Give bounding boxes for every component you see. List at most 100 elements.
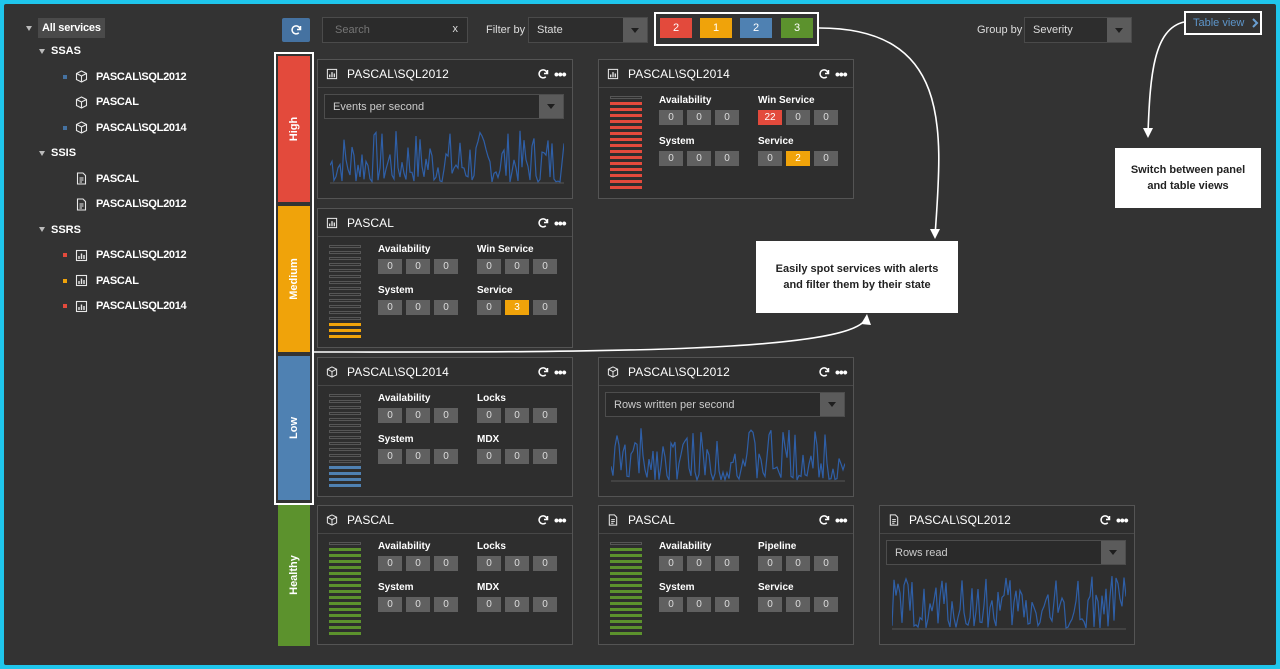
metric-value[interactable]: 0 (533, 259, 557, 274)
metric-value[interactable]: 0 (477, 408, 501, 423)
more-icon[interactable]: ••• (835, 65, 848, 82)
metric-value[interactable]: 0 (814, 110, 838, 125)
group-by-select[interactable]: Severity (1024, 17, 1132, 43)
refresh-icon[interactable] (1099, 514, 1111, 526)
metric-select[interactable]: Rows written per second (605, 392, 845, 417)
more-icon[interactable]: ••• (554, 363, 567, 380)
metric-value[interactable]: 0 (406, 556, 430, 571)
metric-value[interactable]: 0 (434, 408, 458, 423)
metric-value[interactable]: 0 (477, 259, 501, 274)
tree-item[interactable]: PASCAL (63, 92, 139, 112)
tree-item[interactable]: PASCAL (63, 271, 139, 291)
filter-select[interactable]: State (528, 17, 648, 43)
metric-select[interactable]: Rows read (886, 540, 1126, 565)
tree-item[interactable]: PASCAL\SQL2014 (63, 296, 187, 316)
more-icon[interactable]: ••• (554, 511, 567, 528)
metric-value[interactable]: 0 (715, 597, 739, 612)
metric-value[interactable]: 0 (378, 556, 402, 571)
metric-value[interactable]: 0 (434, 597, 458, 612)
refresh-icon[interactable] (537, 514, 549, 526)
metric-value[interactable]: 0 (758, 556, 782, 571)
search-input[interactable] (323, 18, 433, 42)
metric-value[interactable]: 3 (505, 300, 529, 315)
metric-value[interactable]: 0 (687, 110, 711, 125)
clear-search-button[interactable]: x (452, 23, 459, 35)
metric-value[interactable]: 0 (687, 151, 711, 166)
metric-value[interactable]: 0 (814, 151, 838, 166)
metric-value[interactable]: 2 (786, 151, 810, 166)
metric-value[interactable]: 0 (477, 449, 501, 464)
state-count-medium[interactable]: 1 (700, 18, 732, 38)
metric-value[interactable]: 0 (715, 110, 739, 125)
metric-value[interactable]: 0 (406, 449, 430, 464)
metric-value[interactable]: 0 (533, 449, 557, 464)
metric-value[interactable]: 0 (659, 597, 683, 612)
refresh-icon[interactable] (818, 68, 830, 80)
tree-group-ssas[interactable]: SSAS (39, 41, 81, 61)
metric-value[interactable]: 0 (406, 597, 430, 612)
more-icon[interactable]: ••• (554, 65, 567, 82)
metric-value[interactable]: 0 (659, 556, 683, 571)
metric-value[interactable]: 0 (758, 597, 782, 612)
refresh-icon[interactable] (537, 217, 549, 229)
metric-value[interactable]: 0 (477, 300, 501, 315)
metric-value[interactable]: 0 (505, 449, 529, 464)
refresh-icon[interactable] (818, 514, 830, 526)
tree-group-ssrs[interactable]: SSRS (39, 220, 81, 240)
state-count-healthy[interactable]: 3 (781, 18, 813, 38)
metric-value[interactable]: 0 (378, 259, 402, 274)
more-icon[interactable]: ••• (835, 511, 848, 528)
metric-value[interactable]: 0 (434, 449, 458, 464)
metric-value[interactable]: 0 (786, 556, 810, 571)
metric-value[interactable]: 0 (505, 556, 529, 571)
metric-value[interactable]: 0 (378, 597, 402, 612)
metric-value[interactable]: 0 (533, 300, 557, 315)
metric-select[interactable]: Events per second (324, 94, 564, 119)
state-count-low[interactable]: 2 (740, 18, 772, 38)
tree-item[interactable]: PASCAL\SQL2014 (63, 118, 187, 138)
metric-value[interactable]: 0 (378, 449, 402, 464)
metric-value[interactable]: 0 (477, 556, 501, 571)
metric-value[interactable]: 0 (814, 597, 838, 612)
metric-value[interactable]: 0 (786, 597, 810, 612)
metric-value[interactable]: 0 (814, 556, 838, 571)
tree-group-ssis[interactable]: SSIS (39, 143, 76, 163)
tree-root[interactable]: All services (26, 18, 105, 38)
metric-value[interactable]: 0 (533, 597, 557, 612)
metric-value[interactable]: 0 (477, 597, 501, 612)
metric-value[interactable]: 0 (533, 408, 557, 423)
metric-value[interactable]: 0 (378, 408, 402, 423)
tree-item[interactable]: PASCAL\SQL2012 (63, 194, 187, 214)
more-icon[interactable]: ••• (1116, 511, 1129, 528)
metric-value[interactable]: 0 (406, 408, 430, 423)
metric-value[interactable]: 0 (434, 556, 458, 571)
more-icon[interactable]: ••• (835, 363, 848, 380)
metric-value[interactable]: 0 (378, 300, 402, 315)
refresh-icon[interactable] (537, 366, 549, 378)
metric-value[interactable]: 0 (758, 151, 782, 166)
tree-item[interactable]: PASCAL\SQL2012 (63, 245, 187, 265)
metric-value[interactable]: 0 (715, 151, 739, 166)
tree-item[interactable]: PASCAL\SQL2012 (63, 67, 187, 87)
metric-value[interactable]: 0 (406, 259, 430, 274)
metric-value[interactable]: 0 (533, 556, 557, 571)
metric-value[interactable]: 0 (406, 300, 430, 315)
metric-value[interactable]: 22 (758, 110, 782, 125)
table-view-toggle[interactable]: Table view (1184, 11, 1262, 35)
refresh-icon[interactable] (537, 68, 549, 80)
metric-value[interactable]: 0 (505, 597, 529, 612)
refresh-button[interactable] (282, 18, 310, 42)
metric-value[interactable]: 0 (687, 556, 711, 571)
metric-value[interactable]: 0 (659, 110, 683, 125)
more-icon[interactable]: ••• (554, 214, 567, 231)
state-count-high[interactable]: 2 (660, 18, 692, 38)
metric-value[interactable]: 0 (434, 300, 458, 315)
metric-value[interactable]: 0 (434, 259, 458, 274)
metric-value[interactable]: 0 (505, 259, 529, 274)
metric-value[interactable]: 0 (505, 408, 529, 423)
refresh-icon[interactable] (818, 366, 830, 378)
metric-value[interactable]: 0 (687, 597, 711, 612)
tree-item[interactable]: PASCAL (63, 169, 139, 189)
metric-value[interactable]: 0 (786, 110, 810, 125)
metric-value[interactable]: 0 (659, 151, 683, 166)
